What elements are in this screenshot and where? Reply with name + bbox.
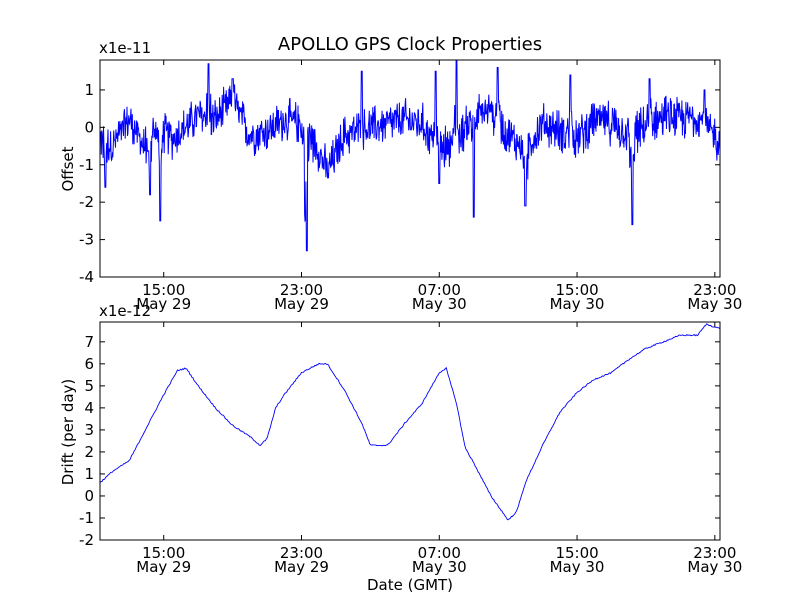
x-tick-date-label: May 30 xyxy=(550,295,605,313)
x-tick-time-label: 23:00 xyxy=(280,544,323,562)
plot-frame xyxy=(99,321,721,541)
offset-series-line xyxy=(99,59,721,252)
x-tick-time-label: 23:00 xyxy=(693,281,736,299)
offset-scale-note: x1e-11 xyxy=(99,39,151,57)
drift-panel: x1e-12 Drift (per day) Date (GMT) -2 -1 0 1… xyxy=(59,302,742,594)
x-tick-date-label: May 29 xyxy=(274,295,329,313)
y-tick-label: 1 xyxy=(84,465,94,483)
x-tick-time-label: 15:00 xyxy=(555,544,598,562)
x-tick-date-label: May 30 xyxy=(412,558,467,576)
x-tick-date-label: May 29 xyxy=(136,558,191,576)
x-tick-time-label: 15:00 xyxy=(555,281,598,299)
y-tick-label: -2 xyxy=(79,531,94,549)
x-tick-time-label: 23:00 xyxy=(280,281,323,299)
y-tick-label: -1 xyxy=(79,156,94,174)
x-tick-time-label: 07:00 xyxy=(418,281,461,299)
drift-ylabel: Drift (per day) xyxy=(59,379,77,486)
y-tick-label: 3 xyxy=(84,421,94,439)
y-tick-label: -3 xyxy=(79,231,94,249)
x-tick-date-label: May 29 xyxy=(274,558,329,576)
x-tick-date-label: May 30 xyxy=(687,295,742,313)
y-tick-label: 5 xyxy=(84,377,94,395)
drift-xlabel: Date (GMT) xyxy=(367,576,453,594)
y-tick-label: 2 xyxy=(84,443,94,461)
y-tick-label: 6 xyxy=(84,355,94,373)
chart-title: APOLLO GPS Clock Properties xyxy=(278,34,542,55)
y-tick-label: 4 xyxy=(84,399,94,417)
drift-scale-note: x1e-12 xyxy=(99,302,151,320)
y-tick-label: -1 xyxy=(79,509,94,527)
y-tick-label: -2 xyxy=(79,193,94,211)
offset-ylabel: Offset xyxy=(59,146,77,191)
y-tick-label: 0 xyxy=(84,487,94,505)
x-tick-date-label: May 29 xyxy=(136,295,191,313)
x-tick-date-label: May 30 xyxy=(550,558,605,576)
y-tick-label: 0 xyxy=(84,118,94,136)
x-tick-date-label: May 30 xyxy=(412,295,467,313)
x-tick-time-label: 23:00 xyxy=(693,544,736,562)
plot-frame xyxy=(99,59,721,278)
drift-series-line xyxy=(99,323,721,521)
x-tick-time-label: 15:00 xyxy=(142,544,185,562)
x-tick-time-label: 07:00 xyxy=(418,544,461,562)
x-tick-date-label: May 30 xyxy=(687,558,742,576)
y-tick-label: -4 xyxy=(79,268,94,286)
x-tick-time-label: 15:00 xyxy=(142,281,185,299)
y-tick-label: 7 xyxy=(84,333,94,351)
y-tick-label: 1 xyxy=(84,81,94,99)
